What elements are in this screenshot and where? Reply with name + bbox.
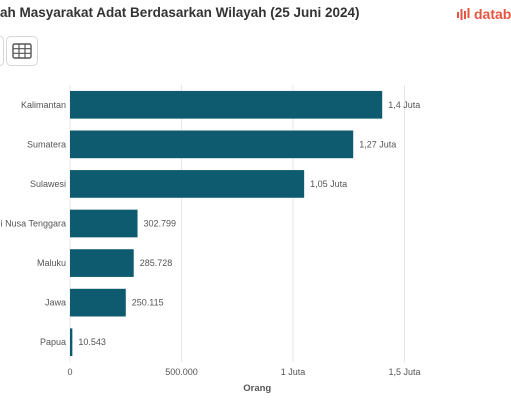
x-tick-label: 500.000 [165,367,198,377]
bar[interactable] [70,328,73,357]
category-label: Jawa [45,298,66,308]
value-label: 1,27 Juta [359,139,396,149]
value-label: 285.728 [140,258,173,268]
category-label: i Nusa Tenggara [1,219,66,229]
x-tick-label: 0 [67,367,72,377]
value-label: 10.543 [78,337,106,347]
category-label: Papua [40,337,66,347]
labels: 0 500.000 1 Juta 1,5 Juta Kalimantan 1,4 Juta… [1,100,421,377]
value-label: 1,05 Juta [310,179,347,189]
logo-mark-icon [457,8,470,20]
bar[interactable] [70,90,383,119]
value-label: 302.799 [144,219,177,229]
table-view-button[interactable] [6,36,38,66]
x-tick-label: 1 Juta [281,367,306,377]
bar[interactable] [70,130,354,159]
value-label: 1,4 Juta [388,100,420,110]
category-label: Sumatera [27,139,66,149]
category-label: Maluku [37,258,66,268]
table-grid-icon [12,43,32,59]
logo-text: datab [474,6,511,22]
bar[interactable] [70,209,138,238]
category-label: Kalimantan [21,100,66,110]
bars [70,90,383,357]
bar[interactable] [70,170,305,198]
bar[interactable] [70,249,134,277]
category-label: Sulawesi [30,179,66,189]
x-tick-label: 1,5 Juta [388,367,420,377]
bar[interactable] [70,288,126,317]
x-axis-title: Orang [243,383,271,394]
value-label: 250.115 [132,298,164,308]
databoks-logo[interactable]: datab [457,6,511,22]
chart-title: ah Masyarakat Adat Berdasarkan Wilayah (… [0,5,360,20]
